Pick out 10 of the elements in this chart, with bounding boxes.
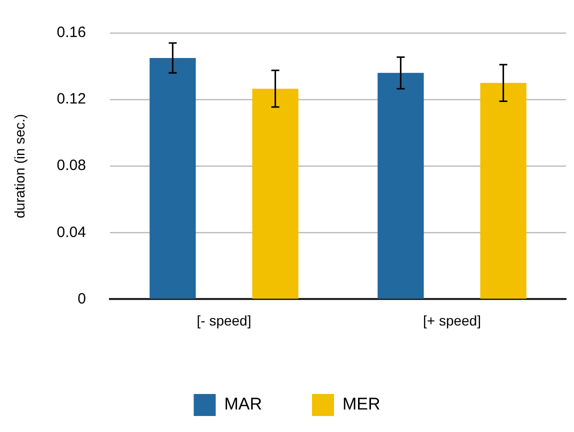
- y-tick-label: 0.16: [56, 24, 86, 42]
- x-tick-label: [- speed]: [196, 312, 252, 328]
- x-tick-label: [+ speed]: [423, 312, 481, 328]
- y-tick-label: 0: [78, 290, 86, 308]
- y-tick-label: 0.12: [56, 90, 86, 108]
- legend-label: MER: [342, 394, 380, 414]
- y-tick-label: 0.08: [56, 157, 86, 174]
- y-tick-label: 0.04: [56, 224, 86, 241]
- y-axis-title: duration (in sec.): [11, 114, 28, 218]
- legend-label: MAR: [224, 394, 262, 414]
